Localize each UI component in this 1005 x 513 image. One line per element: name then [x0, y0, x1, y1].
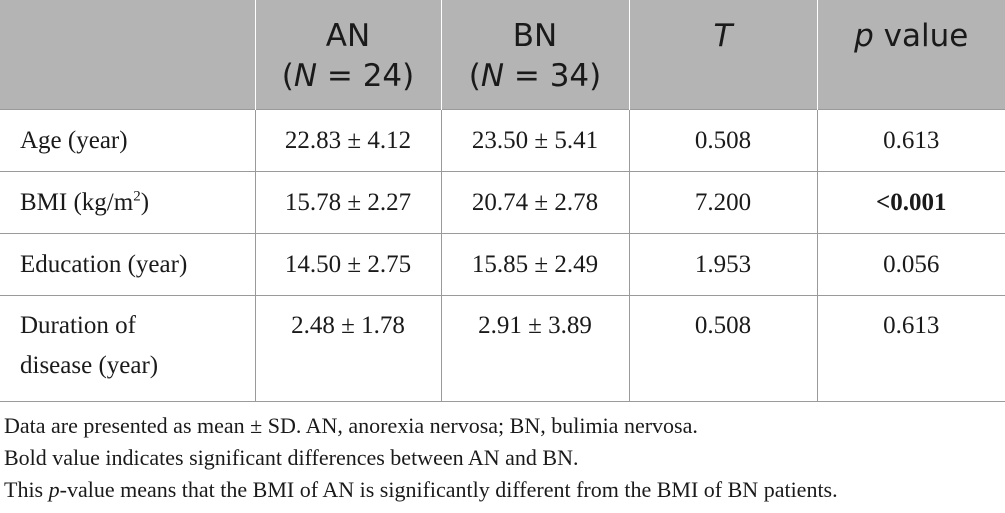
table-row-education: Education (year) 14.50 ± 2.75 15.85 ± 2.…	[0, 233, 1005, 296]
footnote-p-value-lead: This	[4, 477, 49, 502]
cell-an: 15.78 ± 2.27	[254, 171, 442, 234]
cell-an: 22.83 ± 4.12	[254, 109, 442, 172]
table-footnotes: Data are presented as mean ± SD. AN, ano…	[4, 410, 1004, 506]
footnote-p-value-rest: -value means that the BMI of AN is signi…	[59, 477, 838, 502]
header-bn-n: (N = 34)	[442, 56, 629, 96]
cell-bn: 20.74 ± 2.78	[440, 171, 630, 234]
header-variable	[0, 0, 255, 110]
table-row-duration: Duration of disease (year) 2.48 ± 1.78 2.…	[0, 295, 1005, 402]
header-t: T	[628, 0, 817, 110]
row-label-end: )	[140, 188, 150, 216]
header-p-label: p value	[818, 16, 1005, 56]
footnote-p-var: p	[48, 477, 60, 502]
cell-an: 2.48 ± 1.78	[254, 295, 442, 402]
header-bn-label: BN	[512, 18, 558, 54]
header-bn-n-var: N	[480, 58, 505, 94]
footnote-abbreviations: Data are presented as mean ± SD. AN, ano…	[4, 413, 698, 438]
row-label-superscript: 2	[133, 188, 141, 205]
cell-bn: 2.91 ± 3.89	[440, 295, 630, 402]
cell-p: 0.056	[816, 233, 1005, 296]
header-an-n-var: N	[293, 58, 318, 94]
header-p: p value	[816, 0, 1005, 110]
cell-p: 0.613	[816, 109, 1005, 172]
header-an-label: AN	[325, 18, 371, 54]
table-row-bmi: BMI (kg/m2) 15.78 ± 2.27 20.74 ± 2.78 7.…	[0, 171, 1005, 234]
header-bn: BN (N = 34)	[440, 0, 629, 110]
cell-bn: 15.85 ± 2.49	[440, 233, 630, 296]
footnote-bold: Bold value indicates significant differe…	[4, 445, 579, 470]
header-p-rest: value	[873, 18, 969, 54]
header-an-n-count: = 24)	[317, 58, 415, 94]
header-an-n: (N = 24)	[256, 56, 441, 96]
cell-p-significant: <0.001	[816, 171, 1005, 234]
cell-t: 0.508	[628, 295, 818, 402]
header-p-var: p	[854, 18, 874, 54]
row-label-line2: disease (year)	[20, 352, 159, 379]
row-label-line1: Duration of	[20, 312, 136, 339]
row-label-base: BMI (kg/m	[20, 188, 134, 216]
cell-p: 0.613	[816, 295, 1005, 402]
table-row-age: Age (year) 22.83 ± 4.12 23.50 ± 5.41 0.5…	[0, 109, 1005, 172]
cell-t: 0.508	[628, 109, 818, 172]
cell-t: 7.200	[628, 171, 818, 234]
row-label: BMI (kg/m2)	[0, 171, 256, 234]
row-label: Age (year)	[0, 109, 256, 172]
header-an-n-open: (	[281, 58, 294, 94]
cell-bn: 23.50 ± 5.41	[440, 109, 630, 172]
header-bn-n-count: = 34)	[504, 58, 602, 94]
cell-an: 14.50 ± 2.75	[254, 233, 442, 296]
footnote-p-value: This p-value means that the BMI of AN is…	[4, 474, 1004, 506]
row-label: Education (year)	[0, 233, 256, 296]
header-bn-n-open: (	[468, 58, 481, 94]
cell-t: 1.953	[628, 233, 818, 296]
results-table: AN (N = 24) BN (N = 34) T p value Age (y…	[0, 0, 1005, 402]
header-row: AN (N = 24) BN (N = 34) T p value	[0, 0, 1005, 110]
row-label: Duration of disease (year)	[0, 295, 256, 402]
header-an: AN (N = 24)	[254, 0, 441, 110]
header-t-label: T	[713, 18, 733, 54]
